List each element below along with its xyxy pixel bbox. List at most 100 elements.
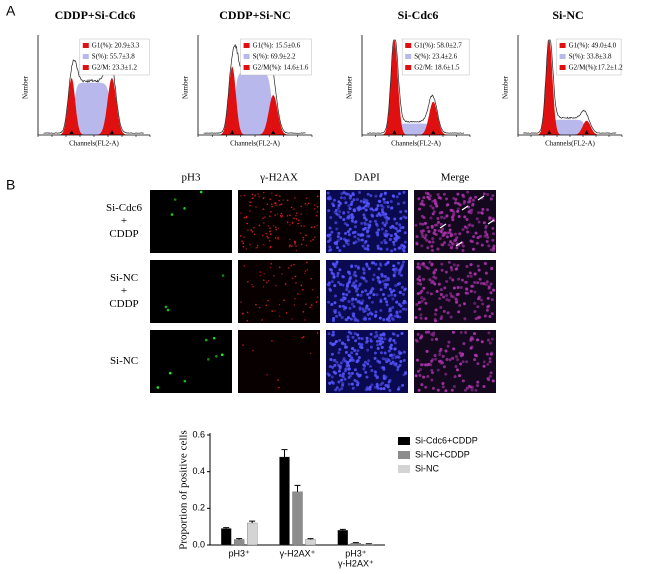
cell-signal — [383, 238, 387, 242]
cell-signal — [454, 364, 458, 368]
cell-signal — [486, 192, 490, 196]
cell-signal — [370, 312, 374, 316]
cell-signal — [440, 262, 444, 266]
cell-signal — [425, 238, 429, 242]
cell-signal — [478, 234, 482, 238]
cell-signal — [334, 208, 338, 212]
cell-signal — [375, 207, 379, 211]
cell-signal — [475, 217, 479, 221]
cell-signal — [340, 192, 344, 196]
cell-signal — [262, 286, 265, 288]
cell-signal — [315, 301, 318, 303]
cell-signal — [279, 214, 282, 217]
cell-signal — [418, 291, 422, 295]
cell-signal — [270, 245, 272, 248]
cell-signal — [481, 207, 485, 211]
cell-signal — [243, 265, 246, 267]
legend-text: G1(%): 58.0±2.7 — [414, 42, 462, 50]
cell-signal — [492, 288, 496, 292]
cell-signal — [269, 198, 272, 201]
cell-signal — [331, 365, 335, 369]
cell-signal — [341, 283, 345, 287]
cell-signal — [432, 331, 436, 335]
cell-signal — [286, 199, 289, 202]
cell-signal — [274, 237, 277, 239]
cell-signal — [465, 280, 469, 284]
cell-signal — [295, 218, 298, 220]
cell-signal — [360, 337, 364, 341]
cell-signal — [447, 340, 451, 344]
cell-signal — [355, 198, 359, 202]
cell-signal — [348, 196, 352, 200]
histogram-title: CDDP+Si-Cdc6 — [55, 8, 136, 22]
legend-swatch — [82, 65, 89, 70]
cell-signal — [377, 212, 381, 216]
cell-signal — [347, 299, 351, 303]
cell-signal — [346, 230, 350, 234]
cell-signal — [249, 210, 251, 212]
cell-signal — [387, 294, 391, 298]
cell-signal — [399, 210, 403, 214]
cell-signal — [452, 347, 456, 351]
cell-signal — [450, 245, 454, 249]
x-tick-label: pH3⁺ — [229, 548, 251, 558]
cell-signal — [486, 377, 490, 381]
cell-signal — [465, 265, 469, 269]
cell-signal — [442, 365, 446, 369]
legend-swatch — [559, 43, 566, 48]
cell-signal — [416, 262, 420, 266]
cell-signal — [373, 335, 377, 339]
cell-signal — [414, 223, 418, 227]
cell-signal — [311, 288, 314, 291]
y-tick-label: 0.6 — [192, 429, 205, 439]
cell-signal — [369, 345, 373, 349]
cell-signal — [277, 227, 280, 229]
cell-signal — [329, 357, 333, 361]
cell-signal — [443, 241, 447, 245]
cell-signal — [275, 284, 277, 287]
cell-signal — [361, 299, 365, 303]
cell-signal — [348, 207, 352, 211]
cell-signal — [386, 232, 390, 236]
cell-signal — [364, 218, 368, 222]
cell-signal — [380, 208, 384, 212]
cell-signal — [346, 335, 350, 339]
column-header: DAPI — [354, 172, 380, 184]
cell-signal — [478, 277, 482, 281]
micrograph — [150, 190, 232, 253]
cell-signal — [366, 244, 370, 248]
cell-signal — [351, 386, 355, 390]
cell-signal — [338, 249, 342, 253]
cell-signal — [386, 385, 390, 389]
cell-signal — [450, 233, 454, 237]
cell-signal — [476, 380, 480, 384]
cell-signal — [373, 356, 377, 360]
cell-signal — [312, 238, 314, 241]
cell-signal — [164, 305, 168, 309]
legend-text: G1(%): 20.9±3.3 — [92, 42, 140, 50]
cell-signal — [340, 378, 344, 382]
bar — [247, 522, 258, 546]
cell-signal — [266, 281, 268, 284]
row-label: Si-NC — [110, 272, 138, 284]
cell-signal — [374, 310, 378, 314]
cell-signal — [391, 297, 395, 301]
cell-signal — [477, 297, 481, 301]
cell-signal — [330, 271, 334, 275]
cell-signal — [336, 274, 340, 278]
cell-signal — [470, 284, 474, 288]
cell-signal — [357, 205, 361, 209]
cell-signal — [256, 244, 259, 247]
cell-signal — [470, 388, 474, 392]
cell-signal — [220, 353, 224, 357]
cell-signal — [338, 304, 342, 308]
cell-signal — [404, 209, 408, 213]
error-bar — [294, 484, 301, 492]
bar — [337, 530, 348, 546]
cell-signal — [380, 227, 384, 231]
cell-signal — [384, 285, 388, 289]
cell-signal — [471, 198, 475, 202]
cell-signal — [310, 277, 313, 280]
cell-signal — [366, 204, 370, 208]
cell-signal — [331, 333, 335, 337]
